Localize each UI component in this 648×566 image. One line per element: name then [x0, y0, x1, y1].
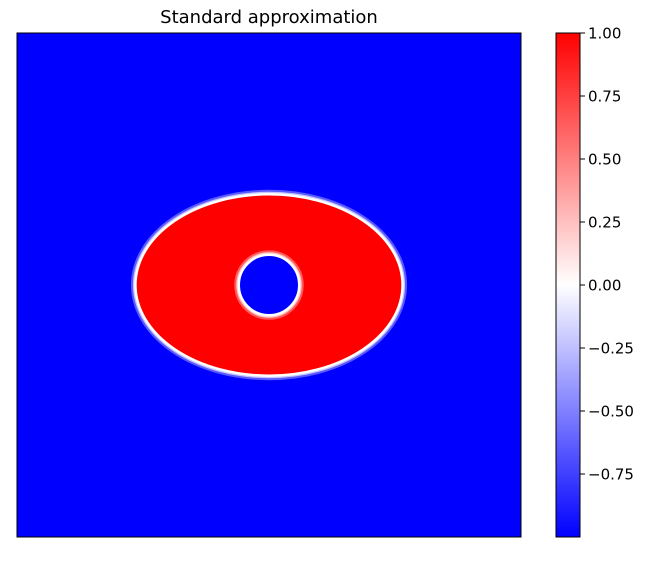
colorbar-tick-label: −0.50: [588, 403, 634, 421]
colorbar-tick-label: 0.75: [588, 88, 621, 106]
plot-frame: [16, 32, 522, 538]
field-layer: [130, 189, 408, 381]
colorbar-tick-label: 0.00: [588, 277, 621, 295]
colorbar-tick-label: −0.75: [588, 466, 634, 484]
field-shape-2: [237, 253, 301, 317]
chart-title: Standard approximation: [160, 7, 378, 28]
colorbar-tick-label: 0.50: [588, 151, 621, 169]
colorbar-tick-label: 1.00: [588, 25, 621, 43]
colorbar-ticks: 1.00 0.75 0.50 0.25 0.00 −0.25 −0.50 −0.75: [580, 25, 634, 484]
colorbar-tick-label: 0.25: [588, 214, 621, 232]
colorbar: [556, 33, 580, 537]
colorbar-tick-label: −0.25: [588, 340, 634, 358]
plot-area: [17, 33, 521, 537]
